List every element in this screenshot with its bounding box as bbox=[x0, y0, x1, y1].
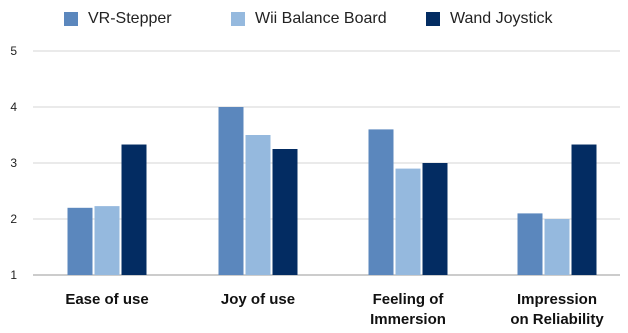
bar bbox=[67, 207, 93, 275]
legend-label-wand-joystick: Wand Joystick bbox=[450, 10, 553, 27]
legend-item-wii-balance-board: Wii Balance Board bbox=[231, 10, 387, 28]
legend-item-wand-joystick: Wand Joystick bbox=[426, 10, 553, 28]
x-category-label: Joy of use bbox=[221, 291, 295, 308]
legend-swatch-vr-stepper bbox=[64, 12, 78, 26]
legend-label-vr-stepper: VR-Stepper bbox=[88, 10, 172, 27]
bar bbox=[121, 144, 147, 275]
x-axis-category-labels: Ease of use Joy of use Feeling of Immersion… bbox=[65, 291, 604, 328]
legend-swatch-wii-balance-board bbox=[231, 12, 245, 26]
x-category-label: Ease of use bbox=[65, 291, 148, 308]
legend-item-vr-stepper: VR-Stepper bbox=[64, 10, 172, 28]
bar bbox=[272, 149, 298, 275]
y-tick-label: 1 bbox=[10, 268, 17, 282]
chart-legend: VR-Stepper Wii Balance Board Wand Joysti… bbox=[0, 0, 628, 38]
bar bbox=[218, 107, 244, 275]
bar bbox=[571, 144, 597, 275]
bar bbox=[245, 135, 271, 275]
x-category-label: Impression on Reliability bbox=[510, 291, 604, 328]
y-tick-label: 5 bbox=[10, 44, 17, 58]
bar bbox=[368, 129, 394, 275]
y-axis-ticks: 1 2 3 4 5 bbox=[10, 44, 17, 282]
x-category-label: Feeling of Immersion bbox=[370, 291, 446, 328]
y-tick-label: 4 bbox=[10, 100, 17, 114]
legend-label-wii-balance-board: Wii Balance Board bbox=[255, 10, 387, 27]
bar bbox=[395, 168, 421, 275]
bar bbox=[517, 213, 543, 275]
bar bbox=[422, 163, 448, 275]
y-tick-label: 3 bbox=[10, 156, 17, 170]
bars bbox=[67, 107, 597, 275]
bar bbox=[94, 206, 120, 275]
legend-swatch-wand-joystick bbox=[426, 12, 440, 26]
y-tick-label: 2 bbox=[10, 212, 17, 226]
bar bbox=[544, 219, 570, 275]
